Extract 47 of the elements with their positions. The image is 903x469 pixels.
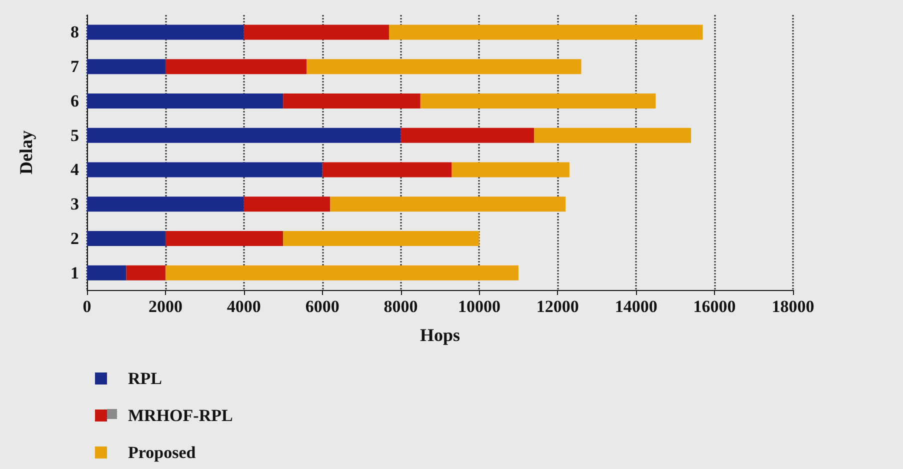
- bar: [389, 24, 703, 40]
- y-tick-label: 8: [70, 22, 79, 42]
- bar: [87, 162, 322, 178]
- bar: [322, 162, 452, 178]
- bar: [87, 128, 401, 143]
- x-tick-label: 2000: [148, 297, 182, 316]
- legend-label: RPL: [128, 369, 162, 388]
- bar: [400, 128, 534, 143]
- bar: [87, 196, 244, 212]
- y-tick-label: 6: [70, 91, 79, 110]
- x-tick-label: 8000: [384, 297, 418, 316]
- x-tick-label: 10000: [458, 297, 500, 316]
- x-axis-title: Hops: [420, 325, 460, 345]
- x-tick-label: 14000: [614, 297, 658, 316]
- bar: [87, 265, 126, 280]
- bar: [126, 265, 166, 280]
- bar: [244, 196, 330, 212]
- x-tick-label: 16000: [693, 297, 736, 316]
- bar: [87, 59, 166, 74]
- bar: [330, 196, 566, 212]
- bar: [420, 93, 656, 108]
- legend-label: Proposed: [128, 443, 196, 462]
- y-tick-label: 4: [70, 160, 80, 180]
- bar: [534, 128, 692, 143]
- bar: [165, 230, 284, 246]
- bar: [87, 93, 284, 108]
- bar: [165, 265, 518, 280]
- bar: [87, 24, 244, 40]
- bar: [283, 230, 480, 246]
- bar: [165, 59, 307, 74]
- x-tick-label: 0: [82, 297, 92, 316]
- y-axis-title: Delay: [16, 130, 36, 174]
- bar: [87, 230, 166, 246]
- y-tick-label: 1: [70, 263, 79, 282]
- x-tick-label: 18000: [772, 297, 814, 316]
- y-tick-label: 7: [70, 57, 80, 76]
- x-tick-label: 4000: [226, 297, 261, 316]
- y-tick-label: 2: [70, 228, 79, 248]
- bar: [452, 162, 570, 178]
- y-tick-label: 5: [70, 126, 79, 145]
- x-tick-label: 12000: [536, 297, 579, 316]
- x-tick-label: 6000: [305, 297, 340, 316]
- bar: [306, 59, 582, 74]
- y-tick-label: 3: [70, 194, 79, 214]
- legend-label: MRHOF-RPL: [128, 406, 233, 425]
- bar: [283, 93, 420, 108]
- bar: [244, 24, 390, 40]
